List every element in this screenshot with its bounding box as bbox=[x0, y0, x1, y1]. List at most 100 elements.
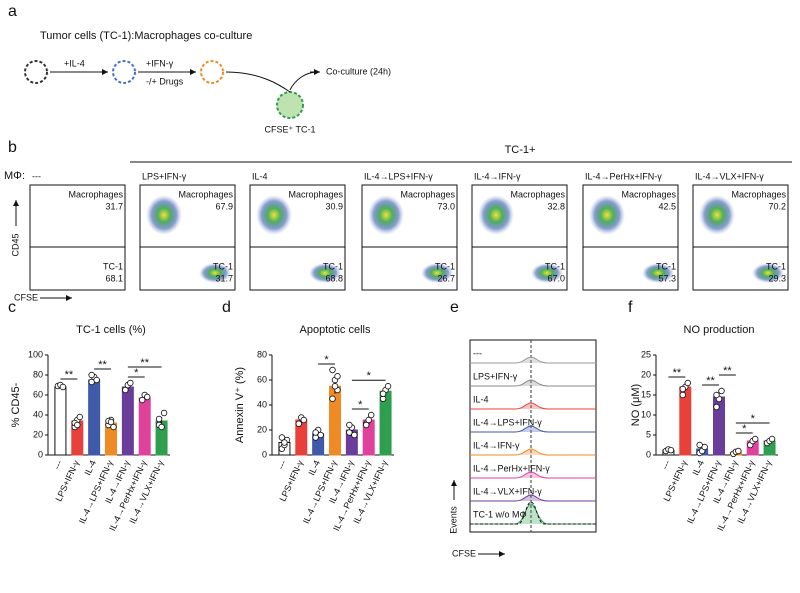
data-point bbox=[679, 385, 686, 393]
gate-label: Macrophages bbox=[178, 189, 233, 199]
data-point bbox=[384, 383, 392, 390]
panel-label: f bbox=[628, 299, 633, 316]
gate-value: 68.1 bbox=[105, 273, 123, 283]
trace-label: IL-4→IFN-γ bbox=[473, 440, 520, 450]
data-point bbox=[363, 421, 370, 429]
x-tick-label: --- bbox=[52, 459, 65, 471]
trace-label: IL-4 bbox=[473, 394, 489, 404]
density-cluster bbox=[368, 195, 404, 235]
x-tick-label: --- bbox=[276, 459, 289, 471]
bar bbox=[138, 397, 151, 456]
data-point bbox=[110, 423, 117, 431]
data-point bbox=[365, 416, 372, 424]
data-point bbox=[331, 383, 339, 390]
histogram-trace bbox=[470, 501, 596, 525]
data-point bbox=[329, 366, 336, 374]
gate-value: 73.0 bbox=[437, 201, 455, 211]
gate-label: TC-1 bbox=[435, 261, 455, 271]
gate-value: 29.3 bbox=[768, 273, 786, 283]
histogram-trace bbox=[470, 503, 596, 525]
bar bbox=[121, 386, 134, 456]
significance-label: ** bbox=[98, 359, 107, 371]
data-point bbox=[696, 441, 703, 449]
gate-label: Macrophages bbox=[731, 189, 786, 199]
density-cluster bbox=[309, 263, 341, 283]
condition-label: IL-4 bbox=[252, 171, 268, 181]
density-cluster bbox=[699, 195, 735, 235]
density-cluster bbox=[531, 263, 563, 283]
gate-label: Macrophages bbox=[510, 189, 565, 199]
density-cluster bbox=[199, 263, 231, 283]
gate-value: 26.7 bbox=[437, 273, 455, 283]
cell-icon bbox=[200, 60, 224, 84]
y-tick-label: 60 bbox=[33, 389, 43, 399]
significance-label: ** bbox=[65, 369, 74, 381]
y-tick-label: 15 bbox=[641, 389, 651, 399]
plot-frame bbox=[29, 184, 126, 291]
y-tick-label: 0 bbox=[646, 449, 651, 459]
significance-label: * bbox=[134, 367, 139, 379]
significance-label: ** bbox=[723, 365, 732, 377]
condition-label: --- bbox=[32, 171, 41, 181]
y-axis-label: NO (μM) bbox=[630, 384, 642, 426]
condition-label: IL-4→VLX+IFN-γ bbox=[695, 171, 764, 181]
data-point bbox=[144, 393, 151, 401]
density-cluster bbox=[256, 195, 292, 235]
step-label: +IFN-γ bbox=[146, 58, 174, 68]
condition-label: IL-4→PerHx+IFN-γ bbox=[585, 171, 662, 181]
data-point bbox=[346, 429, 353, 436]
data-point bbox=[281, 439, 288, 446]
panel-label: d bbox=[222, 299, 231, 316]
gate-label: Macrophages bbox=[288, 189, 343, 199]
significance-label: * bbox=[324, 354, 329, 366]
histogram-trace bbox=[470, 379, 596, 387]
condition-label: IL-4→IFN-γ bbox=[474, 171, 521, 181]
data-point bbox=[59, 383, 67, 391]
row-label: MΦ: bbox=[4, 170, 25, 182]
gate-label: TC-1 bbox=[545, 261, 565, 271]
trace-label: TC-1 w/o MΦ bbox=[473, 509, 527, 519]
y-tick-label: 80 bbox=[257, 349, 267, 359]
gate-label: Macrophages bbox=[68, 189, 123, 199]
significance-label: * bbox=[367, 370, 372, 382]
data-point bbox=[107, 418, 115, 426]
data-point bbox=[76, 413, 83, 421]
y-tick-label: 25 bbox=[641, 349, 651, 359]
data-point bbox=[127, 379, 134, 387]
gate-value: 67.0 bbox=[547, 273, 565, 283]
data-point bbox=[300, 416, 307, 424]
y-tick-label: 0 bbox=[262, 449, 267, 459]
panel-b: b TC-1+ MΦ: CD45 CFSE --- Macrophages 31.7… bbox=[4, 139, 792, 302]
data-point bbox=[368, 411, 375, 419]
gate-value: 31.7 bbox=[215, 273, 233, 283]
histogram-trace bbox=[470, 425, 596, 433]
chart-title: Apoptotic cells bbox=[300, 324, 371, 336]
data-point bbox=[679, 391, 686, 399]
histogram-trace bbox=[470, 356, 596, 364]
x-tick-label: IL-4 bbox=[690, 459, 706, 477]
x-axis-label: CFSE bbox=[452, 548, 476, 558]
cell-icon bbox=[276, 91, 304, 119]
data-point bbox=[74, 421, 81, 429]
result-label: Co-culture (24h) bbox=[326, 66, 391, 76]
density-cluster bbox=[642, 263, 674, 283]
gate-value: 67.9 bbox=[215, 201, 233, 211]
x-tick-label: --- bbox=[660, 459, 673, 471]
panel-label: e bbox=[450, 299, 459, 316]
significance-label: ** bbox=[673, 367, 682, 379]
data-point bbox=[713, 391, 720, 399]
plot-frame bbox=[469, 339, 597, 533]
step-label: -/+ Drugs bbox=[146, 76, 184, 86]
gate-label: Macrophages bbox=[621, 189, 676, 199]
y-tick-label: 0 bbox=[38, 449, 43, 459]
significance-label: * bbox=[751, 413, 756, 425]
y-axis-label: Annexin V⁺ (%) bbox=[234, 367, 246, 443]
data-point bbox=[88, 371, 95, 379]
panel-label: c bbox=[8, 299, 16, 316]
data-point bbox=[139, 396, 146, 404]
panel-a: a Tumor cells (TC-1):Macrophages co-cult… bbox=[8, 3, 391, 134]
bar bbox=[88, 379, 101, 456]
y-tick-label: 20 bbox=[641, 369, 651, 379]
bar bbox=[54, 386, 67, 456]
